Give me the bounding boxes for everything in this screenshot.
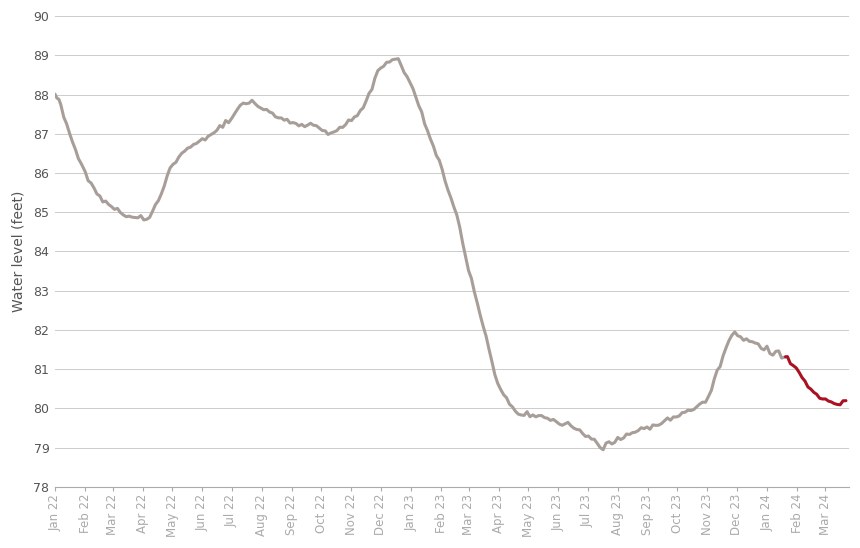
Y-axis label: Water level (feet): Water level (feet) [11,191,25,312]
